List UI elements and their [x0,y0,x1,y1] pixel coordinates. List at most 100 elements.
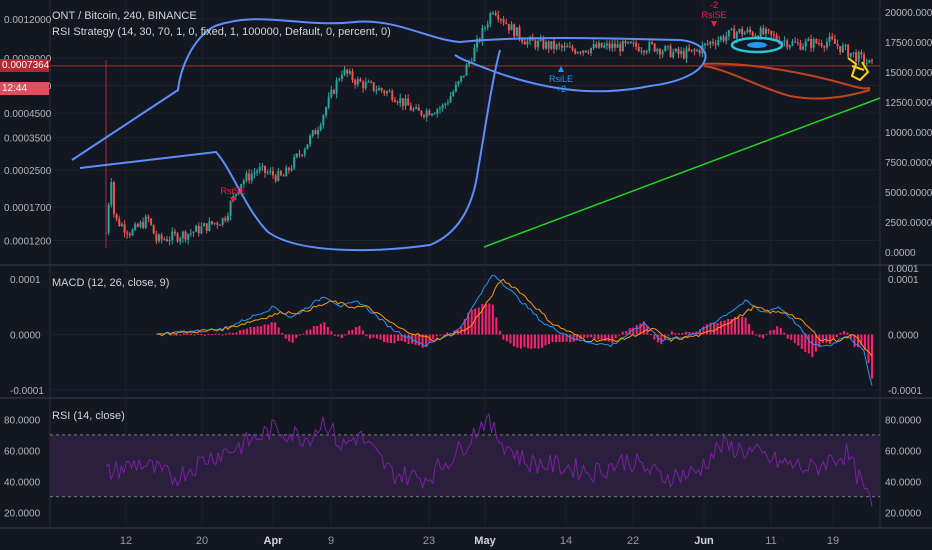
right-axis-label: 12500.0000 [885,98,932,109]
candle-body [362,81,365,89]
right-axis-label: 20000.0000 [885,8,932,19]
candle-body [804,40,807,47]
candle-body [126,232,129,234]
signal-arrow [558,66,564,72]
candle-body [452,91,455,96]
macd-histogram-bar [467,312,470,335]
candle-body [314,130,317,135]
candle-body [346,69,349,74]
macd-histogram-bar [411,334,414,344]
brown-curve-bottom [703,65,871,100]
rsi-title[interactable]: RSI (14, close) [52,410,125,422]
candle-body [364,81,367,89]
candle-body [754,35,757,37]
candle-body [613,43,616,48]
candle-body [794,41,797,43]
candle-body [388,91,391,93]
macd-histogram-bar [730,319,733,335]
macd-histogram-bar [702,326,705,335]
rsi-left-axis-label: 40.0000 [4,477,41,488]
macd-histogram-bar [860,334,863,346]
candle-body [714,43,717,45]
candle-body [375,90,378,92]
macd-histogram-bar [871,334,873,379]
candle-body [195,225,198,232]
candle-body [579,52,582,54]
right-axis-label: 2500.0000 [885,218,932,229]
candle-body [293,156,296,169]
candle-body [666,45,669,47]
x-axis-label: 20 [196,535,208,547]
macd-line [156,274,873,386]
candle-body [812,39,815,48]
macd-histogram-bar [488,303,491,335]
macd-histogram-bar [379,334,382,340]
macd-histogram-bar [835,334,838,338]
rsi-line [105,412,873,507]
macd-histogram-bar [323,322,326,335]
macd-histogram-bar [400,334,403,341]
macd-histogram-bar [470,309,473,335]
candle-body [674,48,677,52]
right-axis-label: 5000.0000 [885,188,932,199]
macd-histogram-bar [393,334,396,344]
candle-body [356,79,359,85]
macd-histogram-bar [382,334,385,343]
candle-body [258,167,261,172]
macd-left-axis-label: 0.0000 [10,331,41,342]
macd-histogram-bar [688,331,691,335]
macd-histogram-bar [548,334,551,345]
macd-histogram-bar [196,333,199,335]
candle-body [764,29,767,35]
macd-histogram-bar [326,327,329,335]
left-axis-label: 0.0012000 [4,15,52,26]
macd-right-axis-label: 0.0001 [888,275,919,286]
candle-body [696,50,699,52]
candle-body [216,222,219,225]
macd-histogram-bar [769,330,772,335]
candle-body [203,223,206,227]
macd-histogram-bar [709,322,712,335]
macd-histogram-bar [663,334,666,340]
candle-body [624,41,627,44]
candle-body [248,173,251,181]
macd-histogram-bar [242,329,245,335]
candle-body [454,84,457,92]
candle-body [438,108,441,110]
candle-body [552,41,555,49]
candle-body [849,52,852,57]
macd-histogram-bar [509,334,512,344]
macd-histogram-bar [737,315,740,335]
macd-histogram-bar [281,332,284,335]
candle-body [741,28,744,35]
indicator-lines [105,274,873,507]
strategy-legend[interactable]: RSI Strategy (14, 30, 70, 1, 0, fixed, 1… [52,26,391,38]
macd-histogram-bar [425,334,428,347]
macd-histogram-bar [867,334,870,364]
candle-body [436,109,439,114]
macd-histogram-bar [590,334,593,338]
macd-histogram-bar [526,334,529,349]
macd-histogram-bar [288,334,291,342]
candle-body [370,81,373,83]
macd-histogram-bar [235,332,238,335]
right-axis-label: 10000.0000 [885,128,932,139]
x-axis-label: 11 [765,535,776,547]
macd-histogram-bar [397,334,400,342]
candle-body [449,95,452,103]
candle-body [131,229,134,236]
macd-histogram-bar [670,331,673,335]
rsi-left-axis-label: 80.0000 [4,415,41,426]
candle-body [491,12,494,14]
candles [105,10,873,248]
macd-histogram-bar [505,334,508,342]
symbol-title[interactable]: ONT / Bitcoin, 240, BINANCE [52,10,197,22]
candle-body [658,48,661,55]
macd-histogram-bar [751,330,754,335]
macd-histogram-bar [846,332,849,335]
candle-body [237,191,240,195]
macd-title[interactable]: MACD (12, 26, close, 9) [52,277,170,289]
macd-histogram-bar [748,324,751,335]
